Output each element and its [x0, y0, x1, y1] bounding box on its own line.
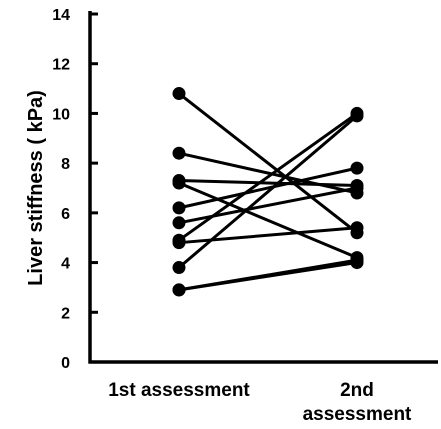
y-axis-ticks: 0 2 4 6 8 10 12 14 [52, 7, 98, 372]
x-axis-categories: 1st assessment 2nd assessment [108, 380, 412, 425]
data-point [172, 283, 186, 297]
y-tick-label: 4 [61, 256, 70, 273]
data-point [172, 261, 186, 275]
y-axis-label: Liver stiffness ( kPa) [25, 90, 47, 286]
series-line [177, 226, 359, 245]
y-tick-label: 12 [52, 57, 70, 74]
series-line [177, 166, 359, 210]
data-point [172, 176, 186, 190]
x-category-label: 1st assessment [108, 380, 250, 401]
data-point [350, 181, 364, 195]
x-category-label: 2nd [340, 380, 374, 401]
series-line [177, 181, 359, 260]
data-point [172, 216, 186, 230]
data-point [350, 109, 364, 123]
y-tick-label: 10 [52, 106, 70, 123]
y-tick-label: 6 [61, 206, 70, 223]
data-point [172, 146, 186, 160]
data-point [350, 253, 364, 267]
data-point [172, 201, 186, 215]
y-tick-label: 2 [61, 305, 70, 322]
series-line [177, 258, 359, 292]
data-point [172, 236, 186, 250]
data-point [350, 161, 364, 175]
data-point [172, 87, 186, 101]
series-line [177, 114, 359, 270]
data-points [172, 87, 364, 297]
series-line [177, 151, 359, 195]
series-lines [177, 92, 359, 292]
y-tick-label: 0 [61, 355, 70, 372]
x-category-label: assessment [303, 404, 412, 425]
series-line [177, 179, 359, 188]
y-tick-label: 14 [52, 7, 70, 24]
y-tick-label: 8 [61, 156, 70, 173]
series-line [177, 186, 359, 225]
data-point [350, 221, 364, 235]
series-line [177, 111, 359, 242]
series-line [177, 92, 359, 235]
